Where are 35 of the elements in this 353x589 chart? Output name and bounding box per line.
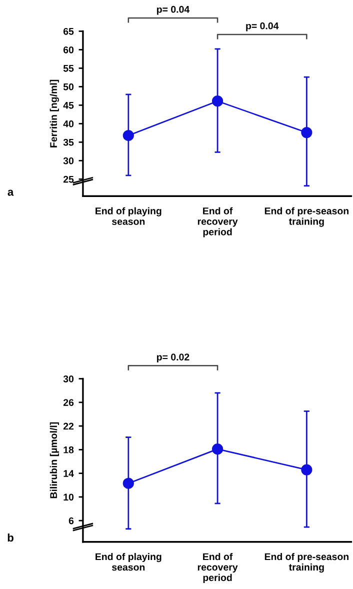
x-tick-label: End of recovery period xyxy=(198,207,238,238)
y-tick-label: 10 xyxy=(64,494,74,501)
y-tick-label: 18 xyxy=(64,446,74,454)
point xyxy=(301,126,312,138)
text: b xyxy=(8,533,14,542)
x-tick-label: End of playing season xyxy=(96,207,162,225)
y-tick-label: 6 xyxy=(68,517,74,524)
text: a xyxy=(8,190,14,196)
y-tick-label: 45 xyxy=(63,102,74,109)
y-tick-label: 65 xyxy=(63,28,74,35)
x-tick-label: End of pre-season training xyxy=(264,207,348,227)
y-tick-label: 50 xyxy=(63,83,74,90)
y-tick-label: 26 xyxy=(63,399,74,406)
y-tick-label: 55 xyxy=(63,65,74,72)
y-axis-title: Bilirubin [µmol/l] xyxy=(50,422,59,498)
text: p= 0.04 xyxy=(246,22,279,32)
y-tick-label: 35 xyxy=(63,138,74,146)
y-axis-title: Ferritin [ng/ml] xyxy=(50,80,59,148)
point xyxy=(122,478,134,489)
point xyxy=(122,130,134,142)
point xyxy=(212,96,224,107)
y-tick-label: 25 xyxy=(63,176,74,183)
y-tick-label: 60 xyxy=(63,46,74,54)
point xyxy=(212,444,224,455)
y-tick-label: 30 xyxy=(63,157,74,164)
y-tick-label: 30 xyxy=(63,375,74,382)
y-tick-label: 40 xyxy=(63,120,74,128)
text: p= 0.02 xyxy=(157,354,190,362)
x-tick-label: End of pre-season training xyxy=(264,552,348,573)
point xyxy=(301,464,312,476)
x-tick-label: End of recovery period xyxy=(198,552,238,583)
y-tick-label: 14 xyxy=(64,470,74,477)
x-tick-label: End of playing season xyxy=(96,552,162,571)
y-tick-label: 22 xyxy=(63,422,74,430)
text: p= 0.04 xyxy=(157,6,190,15)
